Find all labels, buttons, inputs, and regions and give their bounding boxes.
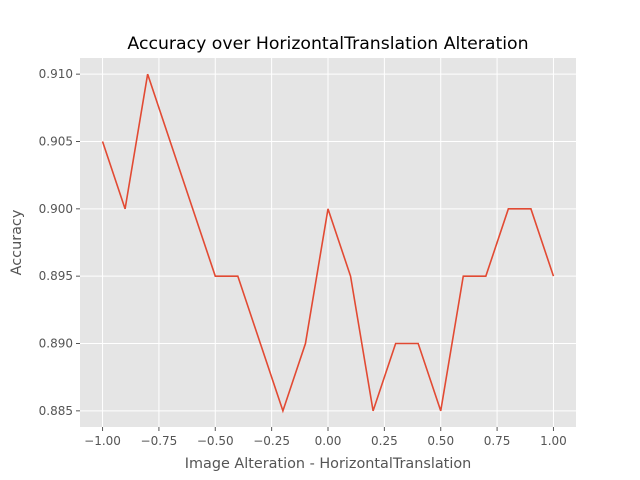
y-tick-label: 0.890 [39,337,73,351]
axis-ticks: −1.00 −0.75 −0.50 −0.25 0.00 0.25 0.50 0.75 1.00… [39,67,567,448]
x-tick-label: 1.00 [540,434,567,448]
x-tick-label: 0.00 [315,434,342,448]
y-tick-label: 0.900 [39,202,73,216]
series-group [101,73,555,414]
y-tick-label: 0.905 [39,134,73,148]
x-tick-label: −0.75 [141,434,178,448]
x-axis-label: Image Alteration - HorizontalTranslation [185,456,472,472]
y-tick-label: 0.910 [39,67,73,81]
grid-lines [80,58,576,427]
series-line [101,73,555,414]
chart-title: Accuracy over HorizontalTranslation Alte… [127,34,528,54]
x-tick-label: 0.50 [427,434,454,448]
x-tick-label: 0.75 [484,434,511,448]
x-tick-label: 0.25 [371,434,398,448]
y-tick-label: 0.895 [39,269,73,283]
y-axis-label: Accuracy [9,209,25,275]
x-tick-label: −0.50 [197,434,234,448]
x-tick-label: −1.00 [84,434,121,448]
x-tick-label: −0.25 [253,434,290,448]
y-tick-label: 0.885 [39,404,73,418]
